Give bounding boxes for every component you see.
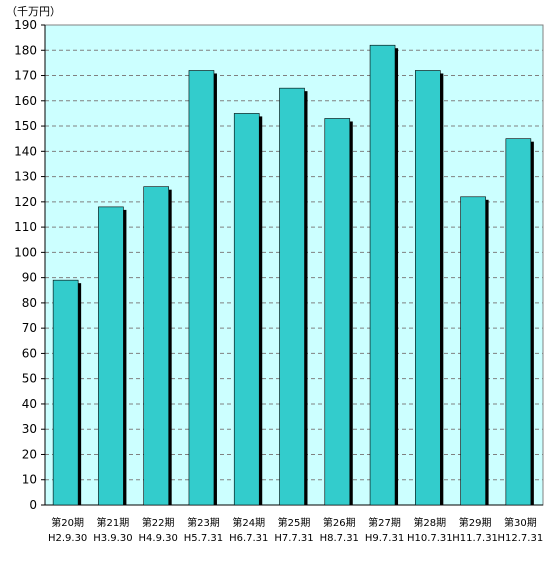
x-tick-label-period: 第20期	[51, 516, 84, 529]
x-tick-label-date: H4.9.30	[139, 533, 178, 544]
y-tick-label: 180	[14, 43, 37, 57]
y-tick-label: 130	[14, 170, 37, 184]
y-tick-label: 20	[22, 447, 37, 461]
y-axis-unit-label: （千万円）	[6, 5, 61, 18]
x-tick-label-period: 第21期	[97, 516, 130, 529]
y-tick-label: 70	[22, 321, 37, 335]
bars	[52, 44, 534, 506]
y-tick-label: 100	[14, 245, 37, 259]
y-tick-label: 80	[22, 296, 37, 310]
bar	[279, 87, 305, 506]
x-tick-label-date: H3.9.30	[93, 533, 132, 544]
y-tick-label: 120	[14, 195, 37, 209]
bar	[143, 186, 169, 506]
x-tick-label-date: H12.7.31	[498, 533, 544, 544]
x-tick-label-date: H7.7.31	[274, 533, 313, 544]
x-tick-label-period: 第24期	[232, 516, 265, 529]
x-tick-label-period: 第23期	[187, 516, 220, 529]
bar	[52, 279, 79, 506]
y-tick-label: 190	[14, 18, 37, 32]
y-tick-label: 10	[22, 473, 37, 487]
y-tick-label: 160	[14, 94, 37, 108]
x-tick-label-date: H11.7.31	[452, 533, 498, 544]
bar	[369, 44, 396, 506]
y-tick-label: 40	[22, 397, 37, 411]
x-tick-label-period: 第30期	[504, 516, 537, 529]
y-tick-label: 140	[14, 144, 37, 158]
x-tick-label-period: 第28期	[413, 516, 446, 529]
x-tick-label-date: H9.7.31	[365, 533, 404, 544]
x-tick-label-date: H10.7.31	[407, 533, 453, 544]
y-tick-label: 60	[22, 346, 37, 360]
x-tick-label-period: 第27期	[368, 516, 401, 529]
y-tick-label: 50	[22, 372, 37, 386]
y-tick-label: 170	[14, 69, 37, 83]
x-tick-label-date: H8.7.31	[320, 533, 359, 544]
bar	[324, 118, 351, 506]
bar	[460, 196, 486, 506]
x-tick-label-date: H2.9.30	[48, 533, 87, 544]
x-tick-label-period: 第22期	[142, 516, 175, 529]
y-tick-label: 150	[14, 119, 37, 133]
x-tick-label-period: 第25期	[278, 516, 311, 529]
bar	[505, 138, 532, 506]
y-tick-label: 90	[22, 271, 37, 285]
x-tick-label-period: 第26期	[323, 516, 356, 529]
bar	[98, 206, 124, 506]
y-tick-label: 110	[14, 220, 37, 234]
bar	[415, 70, 441, 506]
x-tick-label-period: 第29期	[459, 516, 492, 529]
x-tick-label-date: H6.7.31	[229, 533, 268, 544]
y-axis-ticks: 0 10 20 30 40 50 60 70 80 90 100 110 120 130 140 150 160…	[14, 18, 37, 512]
y-tick-label: 0	[29, 498, 37, 512]
bar	[233, 113, 260, 506]
bar	[188, 70, 215, 506]
x-axis-ticks: 第20期 H2.9.30 第21期 H3.9.30 第22期 H4.9.30 第23期 H5.…	[48, 516, 543, 544]
y-tick-label: 30	[22, 422, 37, 436]
x-tick-label-date: H5.7.31	[184, 533, 223, 544]
